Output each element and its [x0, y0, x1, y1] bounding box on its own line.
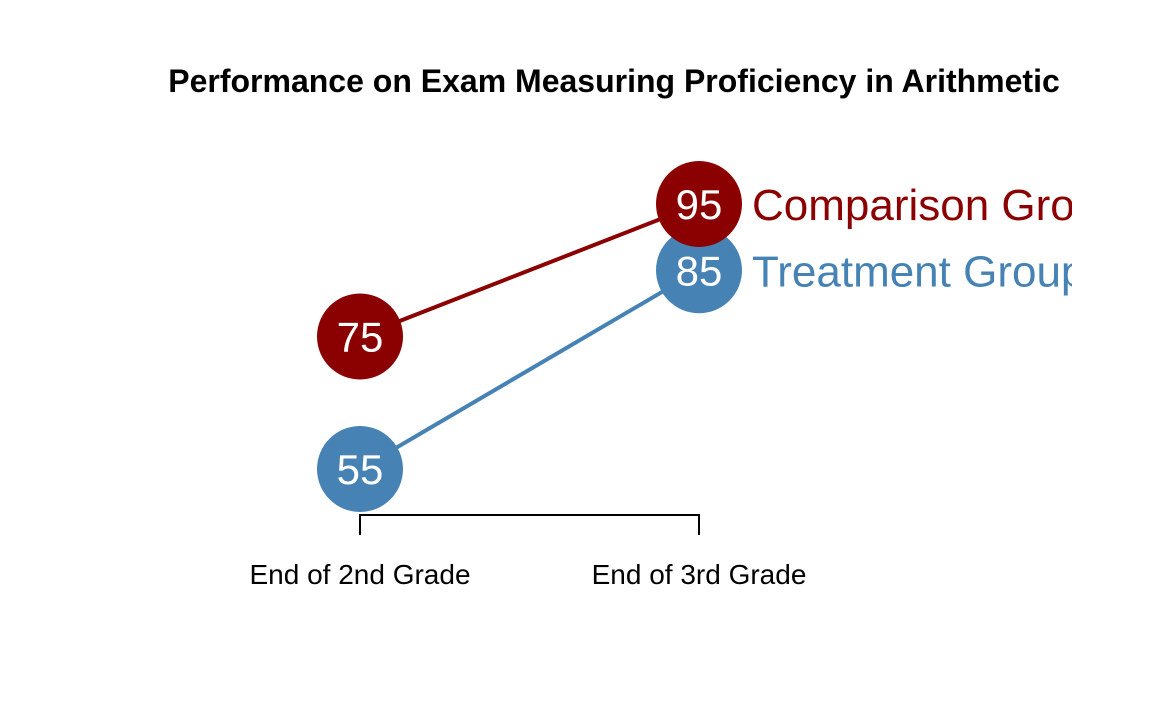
comparison-group-point — [656, 161, 742, 247]
chart-title: Performance on Exam Measuring Proficienc… — [168, 63, 1060, 99]
x-axis-line — [359, 514, 700, 535]
treatment-group-value-label: 85 — [676, 247, 723, 294]
comparison-group-label: Comparison Group — [752, 181, 1124, 230]
treatment-group-label: Treatment Group — [752, 247, 1085, 296]
comparison-group-value-label: 95 — [676, 181, 723, 228]
comparison-group-line — [359, 202, 700, 339]
x-tick-label: End of 3rd Grade — [592, 559, 807, 590]
treatment-group-value-label: 55 — [337, 446, 384, 493]
treatment-group-point — [656, 227, 742, 314]
treatment-group-point — [317, 426, 403, 512]
x-tick-label: End of 2nd Grade — [249, 559, 470, 590]
data-points: 55 85 75 95 — [317, 161, 742, 512]
comparison-group-value-label: 75 — [337, 314, 384, 361]
series-labels: Treatment Group Comparison Group — [752, 181, 1124, 296]
x-axis: End of 2nd Grade End of 3rd Grade — [249, 514, 807, 590]
series-lines — [358, 202, 701, 471]
comparison-group-point — [317, 293, 403, 380]
treatment-group-line — [358, 268, 701, 471]
